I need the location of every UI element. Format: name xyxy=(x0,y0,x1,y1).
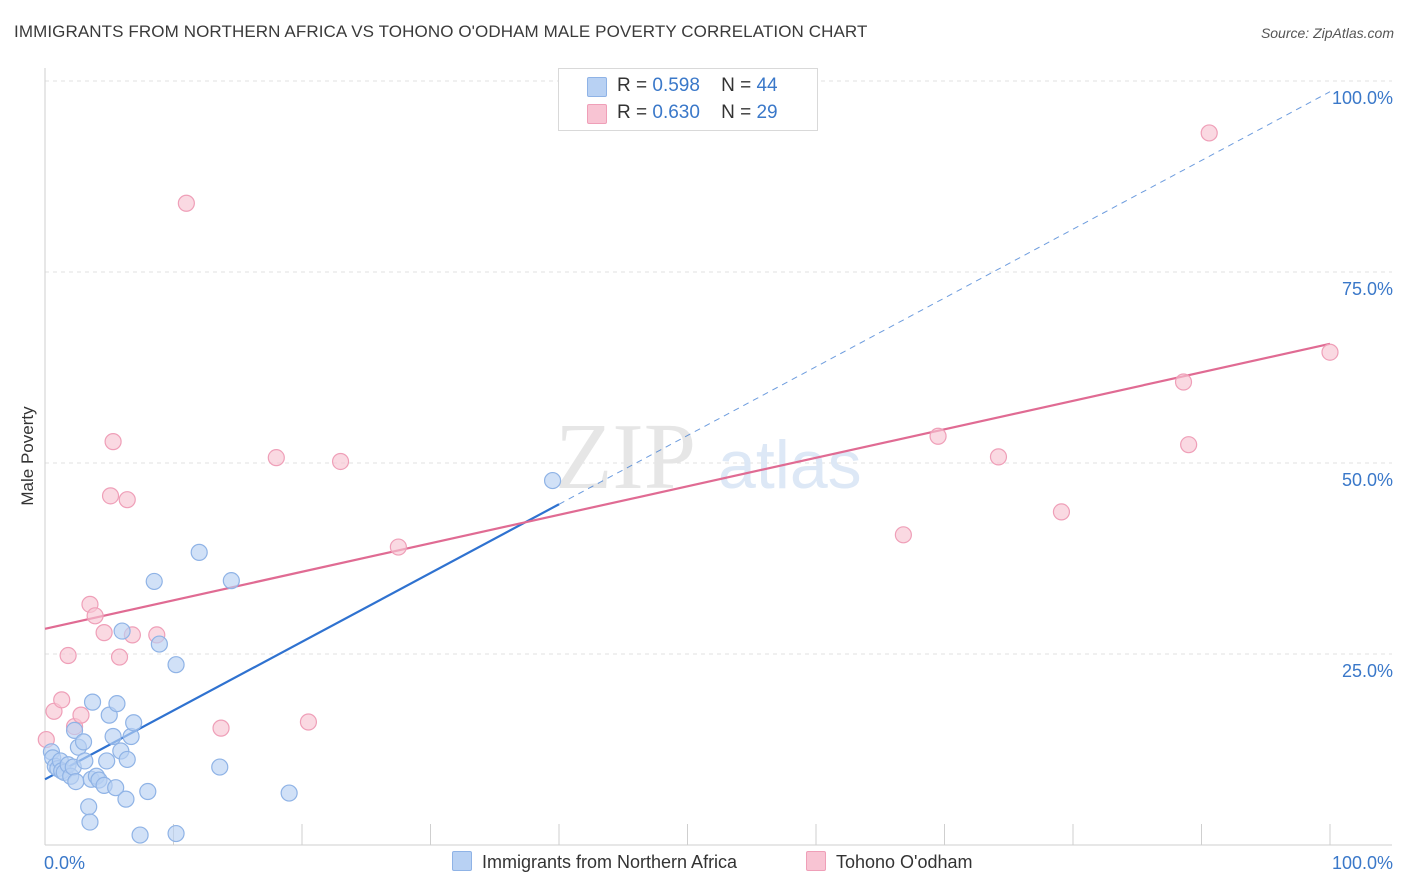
y-tick-label: 100.0% xyxy=(1332,88,1393,108)
immigrants-point xyxy=(65,721,84,740)
legend-row-pink-text: R = 0.630 N = 29 xyxy=(617,102,778,124)
immigrants-point xyxy=(211,758,229,776)
tohono-point xyxy=(212,719,230,737)
blue-swatch xyxy=(452,851,472,871)
r-label: R = xyxy=(617,102,648,123)
tohono-point xyxy=(104,433,122,451)
tohono-point xyxy=(118,491,136,509)
tohono-point xyxy=(299,713,318,731)
legend-item-tohono: Tohono O'odham xyxy=(806,851,973,873)
watermark-zip: ZIP xyxy=(555,405,696,509)
legend-row-blue-text: R = 0.598 N = 44 xyxy=(617,75,778,97)
y-axis-label: Male Poverty xyxy=(18,406,37,506)
axes-layer xyxy=(44,68,1392,846)
immigrants-point xyxy=(113,622,131,640)
immigrants-point xyxy=(125,714,143,732)
immigrants-point xyxy=(150,635,168,653)
immigrants-trend-line xyxy=(44,503,560,781)
immigrants-point xyxy=(74,733,93,751)
immigrants-point xyxy=(145,572,163,591)
x-tick-label: 100.0% xyxy=(1332,853,1393,873)
y-tick-label: 75.0% xyxy=(1342,279,1393,299)
tohono-point xyxy=(331,452,350,471)
trend-layer xyxy=(44,91,1331,781)
tick-label-layer: 25.0% 50.0% 75.0% 100.0% 0.0% 100.0% xyxy=(44,88,1393,873)
tohono-point xyxy=(72,706,90,724)
watermark-atlas: atlas xyxy=(718,427,862,503)
tohono-point xyxy=(989,448,1008,466)
immigrants-point xyxy=(117,790,135,808)
tohono-point xyxy=(86,607,104,625)
tohono-point xyxy=(267,449,285,467)
immigrants-point xyxy=(167,824,185,843)
immigrants-point xyxy=(104,727,122,746)
tohono-point xyxy=(59,646,77,665)
pink-swatch xyxy=(587,104,607,124)
legend-label-immigrants: Immigrants from Northern Africa xyxy=(482,852,738,872)
legend-item-immigrants: Immigrants from Northern Africa xyxy=(452,851,737,873)
x-tick-label: 0.0% xyxy=(44,853,85,873)
immigrants-point xyxy=(108,695,126,713)
immigrants-point xyxy=(280,784,298,802)
immigrants-point xyxy=(139,782,157,801)
tohono-point xyxy=(894,526,912,544)
n-value: 44 xyxy=(756,75,778,96)
immigrants-point xyxy=(190,543,208,561)
n-label: N = xyxy=(721,75,752,96)
immigrants-point xyxy=(118,750,136,769)
immigrants-point xyxy=(80,798,98,816)
immigrants-point xyxy=(67,772,85,791)
immigrants-point xyxy=(131,826,149,844)
source-label: Source: ZipAtlas.com xyxy=(1260,25,1394,41)
watermark-layer: ZIP atlas xyxy=(555,405,862,509)
immigrants-point xyxy=(222,572,240,590)
immigrants-point xyxy=(167,656,185,674)
tohono-point xyxy=(1174,373,1193,391)
tohono-point xyxy=(1200,124,1218,142)
y-tick-label: 50.0% xyxy=(1342,470,1393,490)
r-value: 0.630 xyxy=(652,102,700,123)
tohono-point xyxy=(389,538,407,556)
tohono-point xyxy=(101,487,120,505)
tohono-point xyxy=(95,624,113,642)
correlation-legend: R = 0.598 N = 44 R = 0.630 N = 29 xyxy=(558,68,818,131)
immigrants-point xyxy=(107,779,125,797)
tohono-point xyxy=(1180,436,1198,454)
tohono-point xyxy=(1321,343,1339,361)
pink-swatch xyxy=(806,851,826,871)
tohono-trend-line xyxy=(44,342,1331,630)
chart-title: IMMIGRANTS FROM NORTHERN AFRICA VS TOHON… xyxy=(14,22,868,41)
n-value: 29 xyxy=(756,102,778,123)
tohono-point xyxy=(1052,503,1071,521)
immigrants-point xyxy=(76,752,94,770)
tohono-point xyxy=(110,648,129,666)
immigrants-point xyxy=(81,813,99,831)
immigrants-trend-dashed xyxy=(558,91,1331,505)
r-label: R = xyxy=(617,75,648,96)
n-label: N = xyxy=(721,102,752,123)
immigrants-point xyxy=(98,752,116,770)
tohono-point xyxy=(53,691,71,709)
immigrants-point xyxy=(83,693,102,711)
immigrants-point xyxy=(543,471,562,490)
tohono-point xyxy=(929,427,947,445)
tohono-point xyxy=(177,194,195,212)
r-value: 0.598 xyxy=(652,75,700,96)
points-layer xyxy=(37,124,1339,844)
y-tick-label: 25.0% xyxy=(1342,661,1393,681)
grid-layer xyxy=(45,80,1392,655)
legend-label-tohono: Tohono O'odham xyxy=(836,852,973,872)
blue-swatch xyxy=(587,77,607,97)
